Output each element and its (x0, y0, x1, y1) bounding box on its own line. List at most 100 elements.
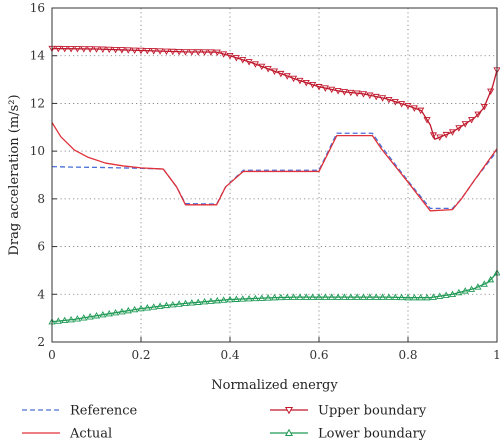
marker-upper-boundary (213, 49, 221, 57)
marker-lower-boundary (61, 316, 69, 324)
marker-upper-boundary (277, 70, 285, 78)
marker-lower-boundary (67, 315, 75, 323)
marker-lower-boundary (429, 293, 437, 300)
marker-upper-boundary (429, 132, 437, 139)
marker-lower-boundary (340, 293, 348, 300)
y-tick-label: 16 (30, 1, 45, 15)
marker-lower-boundary (391, 293, 399, 301)
marker-upper-boundary (251, 61, 259, 68)
marker-lower-boundary (468, 285, 476, 292)
marker-upper-boundary (239, 57, 247, 64)
marker-upper-boundary (118, 47, 126, 54)
marker-lower-boundary (188, 299, 196, 306)
marker-upper-boundary (321, 85, 329, 92)
marker-upper-boundary (468, 117, 476, 124)
marker-upper-boundary (379, 95, 387, 102)
marker-lower-boundary (487, 275, 495, 283)
marker-lower-boundary (442, 291, 450, 298)
marker-lower-boundary (353, 293, 361, 300)
marker-lower-boundary (194, 298, 202, 305)
marker-upper-boundary (461, 121, 469, 128)
marker-upper-boundary (417, 107, 425, 115)
x-tick-label: 1 (493, 348, 500, 362)
plot-frame (51, 7, 498, 343)
y-tick-label: 14 (30, 49, 46, 63)
marker-lower-boundary (417, 293, 425, 301)
marker-upper-boundary (150, 48, 158, 55)
marker-upper-boundary (347, 89, 355, 97)
marker-upper-boundary (80, 46, 88, 53)
marker-upper-boundary (201, 49, 209, 56)
marker-lower-boundary (359, 293, 368, 300)
marker-upper-boundary (474, 111, 482, 119)
marker-upper-boundary (105, 46, 113, 54)
marker-lower-boundary (264, 294, 272, 301)
marker-lower-boundary (232, 295, 240, 302)
marker-upper-boundary (226, 53, 234, 60)
series-layer (48, 45, 500, 325)
marker-upper-boundary (296, 77, 304, 85)
marker-lower-boundary (366, 293, 374, 300)
marker-lower-boundary (436, 292, 444, 299)
marker-lower-boundary (270, 293, 279, 301)
marker-upper-boundary (398, 101, 406, 108)
marker-upper-boundary (309, 81, 317, 89)
y-axis-label: Drag acceleration (m/s²) (7, 94, 22, 255)
legend-marker-lower-boundary (284, 428, 294, 437)
marker-upper-boundary (181, 49, 190, 56)
marker-upper-boundary (385, 96, 393, 104)
marker-upper-boundary (169, 48, 177, 56)
marker-upper-boundary (258, 63, 266, 71)
marker-lower-boundary (118, 307, 126, 315)
marker-lower-boundary (181, 299, 190, 307)
marker-lower-boundary (410, 293, 418, 301)
marker-upper-boundary (410, 105, 418, 112)
legend-marker-upper-boundary (284, 406, 294, 415)
marker-upper-boundary (359, 91, 368, 98)
legend-label-lower-boundary: Lower boundary (318, 427, 427, 442)
marker-upper-boundary (143, 47, 151, 55)
marker-lower-boundary (372, 293, 380, 300)
marker-upper-boundary (86, 46, 94, 53)
marker-lower-boundary (474, 283, 482, 290)
marker-lower-boundary (143, 304, 151, 311)
marker-upper-boundary (124, 47, 132, 54)
marker-upper-boundary (245, 59, 253, 66)
marker-lower-boundary (73, 315, 81, 322)
marker-lower-boundary (220, 296, 228, 303)
marker-upper-boundary (340, 89, 348, 96)
marker-lower-boundary (461, 287, 469, 294)
marker-lower-boundary (347, 293, 355, 300)
marker-lower-boundary (201, 297, 209, 305)
marker-lower-boundary (480, 280, 488, 287)
marker-upper-boundary (207, 49, 215, 56)
marker-upper-boundary (302, 79, 310, 87)
marker-lower-boundary (315, 293, 323, 300)
marker-lower-boundary (277, 293, 285, 301)
x-axis-label: Normalized energy (211, 378, 338, 393)
marker-lower-boundary (455, 288, 463, 296)
marker-upper-boundary (423, 117, 431, 124)
x-tick-label: 0.6 (309, 348, 328, 362)
marker-lower-boundary (92, 312, 101, 319)
marker-upper-boundary (188, 49, 196, 56)
marker-lower-boundary (258, 294, 266, 301)
marker-upper-boundary (67, 46, 75, 53)
marker-lower-boundary (169, 300, 177, 308)
marker-upper-boundary (220, 51, 228, 58)
marker-lower-boundary (54, 317, 62, 324)
marker-lower-boundary (448, 290, 457, 297)
y-tick-label: 8 (37, 192, 45, 206)
series-line-reference (51, 132, 498, 210)
marker-lower-boundary (379, 293, 387, 300)
marker-upper-boundary (137, 47, 145, 55)
marker-lower-boundary (296, 293, 304, 300)
marker-lower-boundary (398, 293, 406, 301)
y-tick-label: 2 (37, 335, 45, 349)
marker-lower-boundary (213, 296, 221, 304)
marker-upper-boundary (112, 46, 120, 54)
marker-upper-boundary (92, 46, 101, 53)
marker-upper-boundary (334, 88, 342, 95)
